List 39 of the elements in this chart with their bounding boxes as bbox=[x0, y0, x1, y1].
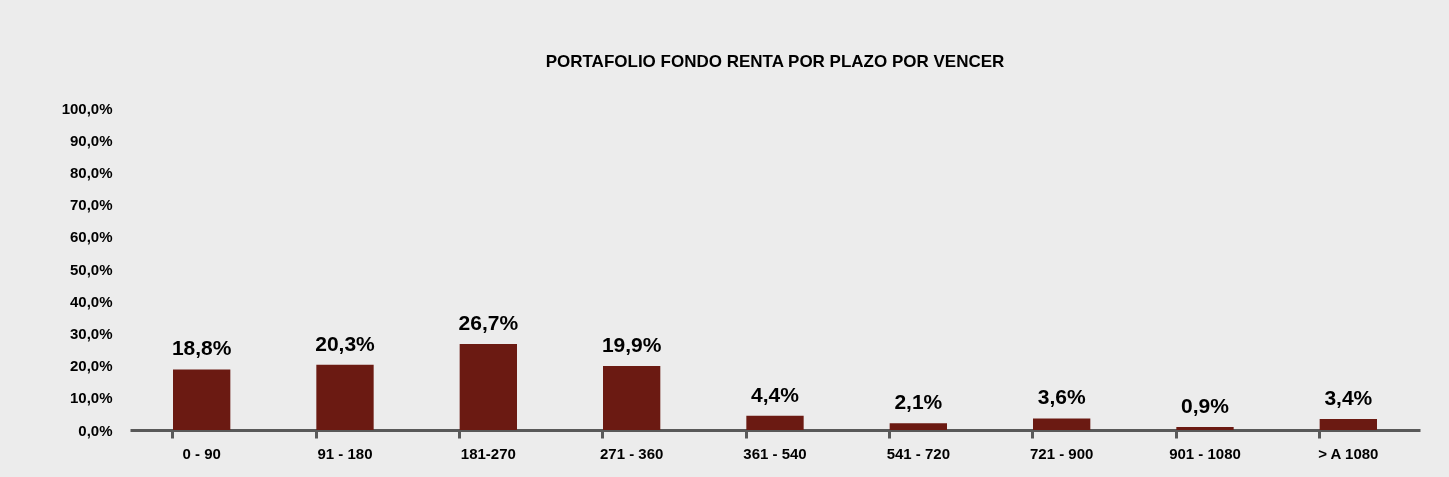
data-label: 3,4% bbox=[1324, 386, 1373, 410]
y-tick-label: 50,0% bbox=[69, 260, 113, 278]
data-label: 20,3% bbox=[315, 331, 376, 355]
data-label: 26,7% bbox=[458, 311, 519, 335]
chart-title: PORTAFOLIO FONDO RENTA POR PLAZO POR VENCER bbox=[545, 52, 1005, 71]
data-label: 0,9% bbox=[1181, 394, 1230, 418]
x-tick-label: 721 - 900 bbox=[1029, 444, 1094, 462]
y-tick-label: 80,0% bbox=[69, 163, 113, 181]
x-tick-label: 91 - 180 bbox=[317, 444, 373, 462]
y-tick-label: 20,0% bbox=[69, 357, 113, 375]
data-label: 2,1% bbox=[894, 390, 943, 414]
y-tick-label: 70,0% bbox=[69, 196, 113, 214]
data-label: 4,4% bbox=[751, 382, 800, 406]
y-tick-label: 60,0% bbox=[69, 228, 113, 246]
bar bbox=[1176, 427, 1234, 430]
bar bbox=[1033, 418, 1091, 430]
y-tick-label: 10,0% bbox=[69, 389, 113, 407]
bar bbox=[316, 364, 374, 430]
x-tick-label: 181-270 bbox=[460, 444, 516, 462]
x-tick-label: 361 - 540 bbox=[743, 444, 807, 462]
y-tick-label: 100,0% bbox=[61, 99, 113, 117]
bar bbox=[1319, 419, 1377, 430]
bar bbox=[603, 365, 661, 430]
data-label: 3,6% bbox=[1037, 385, 1086, 409]
x-tick-label: 271 - 360 bbox=[599, 444, 664, 462]
data-label: 19,9% bbox=[601, 332, 662, 356]
y-tick-label: 30,0% bbox=[69, 324, 113, 342]
bar bbox=[459, 344, 517, 430]
x-tick-label: 901 - 1080 bbox=[1169, 444, 1241, 462]
bar bbox=[173, 369, 231, 430]
y-tick-label: 90,0% bbox=[69, 131, 113, 149]
bar bbox=[746, 415, 804, 430]
y-tick-label: 0,0% bbox=[78, 421, 113, 439]
bar bbox=[889, 423, 947, 430]
y-tick-label: 40,0% bbox=[69, 292, 113, 310]
data-label: 18,8% bbox=[171, 336, 232, 360]
x-tick-label: 0 - 90 bbox=[182, 444, 221, 462]
x-tick-label: > A 1080 bbox=[1318, 444, 1379, 462]
x-tick-label: 541 - 720 bbox=[886, 444, 951, 462]
